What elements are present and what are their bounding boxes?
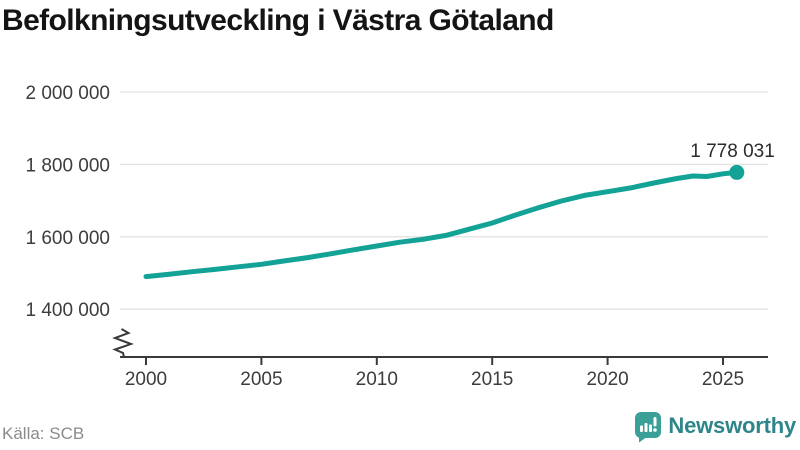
y-tick-label: 1 400 000	[25, 300, 110, 321]
x-tick-label: 2010	[356, 369, 398, 390]
newsworthy-wordmark: Newsworthy	[668, 413, 796, 438]
newsworthy-logo: Newsworthy	[634, 411, 796, 443]
end-value-label: 1 778 031	[690, 141, 775, 162]
y-tick-label: 1 600 000	[25, 228, 110, 249]
end-point-dot	[729, 164, 745, 180]
population-line	[143, 169, 740, 280]
source-note: Källa: SCB	[2, 424, 85, 443]
x-tick-label: 2000	[125, 369, 167, 390]
y-tick-label: 1 800 000	[25, 155, 110, 176]
gridlines	[120, 91, 768, 310]
axis-break-icon	[112, 328, 134, 358]
y-tick-label: 2 000 000	[25, 83, 110, 104]
newsworthy-bubble-chart-icon	[635, 412, 662, 443]
x-tick-label: 2025	[702, 369, 744, 390]
x-tick-label: 2005	[240, 369, 282, 390]
x-tick-label: 2015	[471, 369, 513, 390]
x-axis-ticks: 2000 2005 2010 2015 2020 2025	[125, 357, 744, 390]
chart-title: Befolkningsutveckling i Västra Götaland	[2, 4, 554, 37]
x-tick-label: 2020	[586, 369, 628, 390]
y-axis-labels: 2 000 000 1 800 000 1 600 000 1 400 000	[25, 83, 110, 321]
